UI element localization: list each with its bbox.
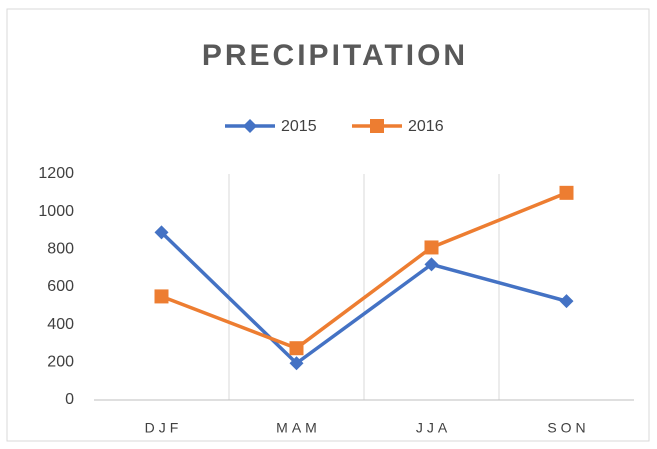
legend-label: 2016 (408, 118, 444, 135)
legend-marker (370, 119, 384, 133)
chart-title: PRECIPITATION (202, 39, 468, 72)
x-tick-label: MAM (276, 420, 321, 436)
y-tick-label: 600 (47, 278, 74, 295)
x-tick-label: JJA (416, 420, 451, 436)
y-tick-label: 0 (65, 391, 74, 408)
y-tick-label: 800 (47, 241, 74, 258)
data-point (289, 341, 304, 356)
series-line (160, 231, 567, 366)
data-point (424, 257, 439, 272)
x-tick-label: SON (547, 420, 589, 436)
data-point (559, 294, 574, 309)
data-point (154, 289, 169, 304)
y-tick-label: 1000 (38, 203, 74, 220)
data-point (559, 185, 574, 200)
y-tick-label: 400 (47, 316, 74, 333)
series-line (160, 191, 568, 351)
data-point (154, 225, 169, 240)
x-tick-label: DJF (145, 420, 183, 436)
y-tick-label: 1200 (38, 165, 74, 182)
data-point (289, 356, 304, 371)
data-point (424, 240, 439, 255)
legend-label: 2015 (281, 118, 317, 135)
chart-border (6, 8, 650, 442)
y-tick-label: 200 (47, 354, 74, 371)
legend-marker (243, 119, 257, 133)
